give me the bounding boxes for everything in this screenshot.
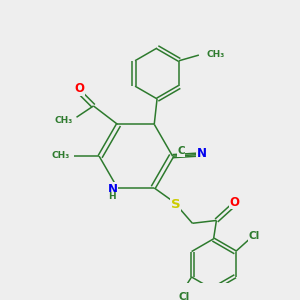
Text: N: N <box>197 147 207 160</box>
Text: Cl: Cl <box>248 231 260 241</box>
Text: O: O <box>229 196 239 208</box>
Text: N: N <box>107 183 117 196</box>
Text: C: C <box>177 146 185 156</box>
Text: S: S <box>171 198 180 212</box>
Text: CH₃: CH₃ <box>51 151 70 160</box>
Text: Cl: Cl <box>179 292 190 300</box>
Text: CH₃: CH₃ <box>207 50 225 59</box>
Text: H: H <box>109 193 116 202</box>
Text: CH₃: CH₃ <box>54 116 72 124</box>
Text: O: O <box>74 82 84 95</box>
